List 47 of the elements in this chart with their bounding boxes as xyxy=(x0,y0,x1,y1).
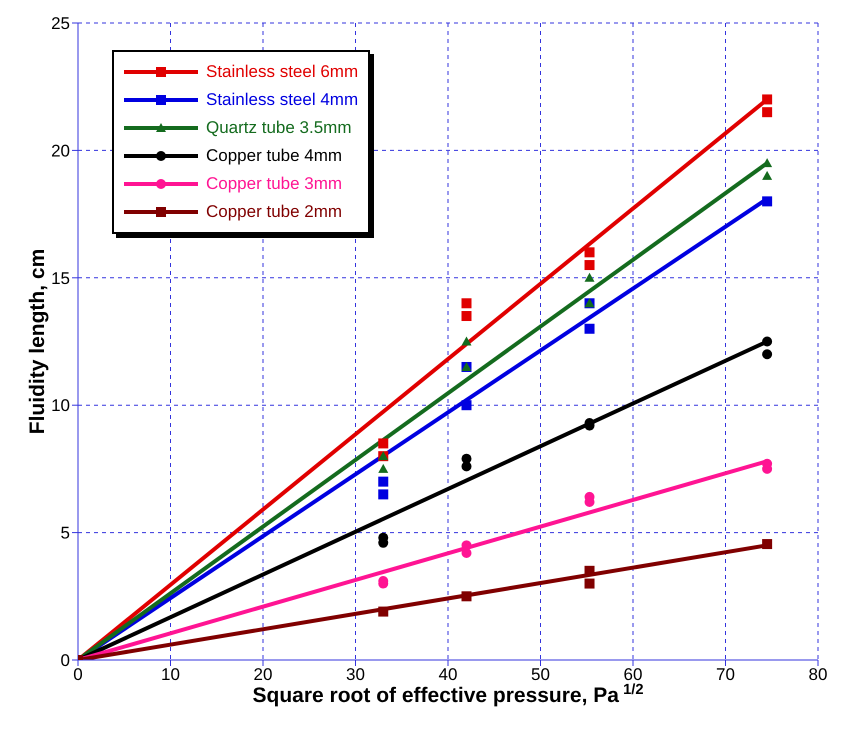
point xyxy=(584,324,595,334)
point xyxy=(762,94,772,104)
point xyxy=(584,272,595,282)
point xyxy=(378,464,388,473)
legend-label: Copper tube 4mm xyxy=(206,146,342,166)
point xyxy=(584,260,595,270)
legend-label: Quartz tube 3.5mm xyxy=(206,118,352,138)
legend-label: Stainless steel 6mm xyxy=(206,62,358,82)
x-tick-label: 20 xyxy=(254,665,272,684)
point xyxy=(762,336,772,346)
legend-label: Copper tube 2mm xyxy=(206,202,342,222)
point xyxy=(462,591,472,602)
point xyxy=(378,489,388,500)
point xyxy=(762,349,772,360)
y-tick-label: 25 xyxy=(51,14,70,34)
point xyxy=(378,606,388,617)
point xyxy=(462,548,472,558)
point xyxy=(762,170,772,180)
x-tick-label: 70 xyxy=(716,665,735,684)
point xyxy=(378,438,388,448)
x-tick-label: 10 xyxy=(161,665,180,684)
point xyxy=(762,539,772,550)
y-tick-label: 10 xyxy=(51,396,70,416)
x-axis-title: Square root of effective pressure, Pa$^{1/2}$ xyxy=(252,682,644,707)
point xyxy=(762,196,772,206)
point xyxy=(462,298,472,308)
x-tick-label: 80 xyxy=(808,665,828,684)
point xyxy=(462,400,472,410)
x-tick-label: 60 xyxy=(624,665,642,684)
point xyxy=(462,336,472,346)
legend-label: Stainless steel 4mm xyxy=(206,90,358,110)
point xyxy=(584,247,595,258)
y-tick-label: 15 xyxy=(51,268,70,288)
point xyxy=(378,476,388,487)
y-tick-label: 0 xyxy=(60,651,70,670)
point xyxy=(462,461,472,472)
x-tick-label: 40 xyxy=(438,665,458,684)
x-tick-label: 30 xyxy=(346,665,365,684)
y-axis-title: Fluidity length, cm xyxy=(26,248,50,434)
legend-label: Copper tube 3mm xyxy=(206,174,342,194)
y-tick-label: 5 xyxy=(60,524,70,543)
point xyxy=(462,311,472,322)
x-tick-label: 0 xyxy=(73,665,83,684)
x-tick-label: 50 xyxy=(531,665,550,684)
point xyxy=(762,107,772,118)
point xyxy=(584,578,595,589)
y-tick-label: 20 xyxy=(51,141,70,160)
